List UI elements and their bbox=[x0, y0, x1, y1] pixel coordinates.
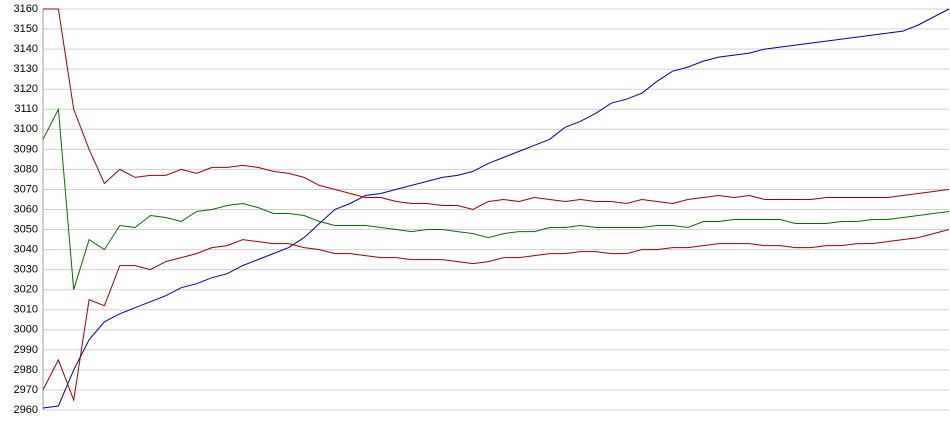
y-tick-label: 3090 bbox=[14, 143, 38, 155]
y-tick-label: 3020 bbox=[14, 284, 38, 296]
y-tick-label: 3010 bbox=[14, 304, 38, 316]
y-tick-label: 3110 bbox=[14, 103, 38, 115]
y-tick-label: 3140 bbox=[14, 43, 38, 55]
y-tick-label: 2960 bbox=[14, 404, 38, 416]
data-line bbox=[42, 8, 950, 409]
y-tick-label: 2980 bbox=[14, 364, 38, 376]
y-tick-label: 3030 bbox=[14, 264, 38, 276]
y-tick-label: 3150 bbox=[14, 23, 38, 35]
data-line bbox=[43, 8, 950, 211]
y-tick-label: 3100 bbox=[14, 123, 38, 135]
y-tick-label: 3070 bbox=[14, 183, 38, 195]
y-tick-label: 3050 bbox=[14, 223, 38, 235]
y-tick-label: 2990 bbox=[14, 344, 38, 356]
y-tick-label: 2970 bbox=[14, 384, 38, 396]
y-tick-label: 3060 bbox=[14, 203, 38, 215]
y-tick-label: 3160 bbox=[14, 3, 38, 15]
y-tick-label: 3120 bbox=[14, 83, 38, 95]
y-tick-label: 3080 bbox=[14, 163, 38, 175]
y-tick-label: 3130 bbox=[14, 63, 38, 75]
data-line bbox=[42, 229, 950, 402]
y-tick-label: 3000 bbox=[14, 324, 38, 336]
data-line bbox=[42, 107, 950, 290]
y-tick-label: 3040 bbox=[14, 244, 38, 256]
